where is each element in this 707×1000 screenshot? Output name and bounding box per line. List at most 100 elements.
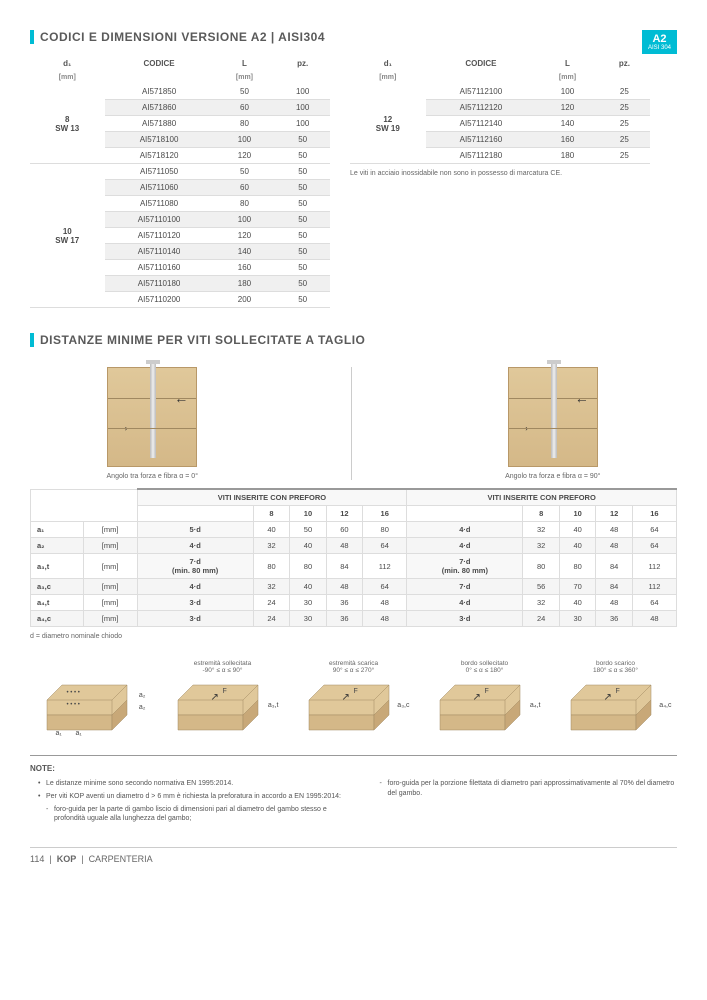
table-footnote: Le viti in acciaio inossidabile non sono…: [350, 170, 650, 177]
illustration: bordo scarico180° ≤ α ≤ 360°↗Fa₄,c: [554, 660, 677, 735]
diameter-header: 8: [523, 506, 559, 522]
table-cell: AI57110100: [105, 212, 214, 228]
illustration: estremità scarica90° ≤ α ≤ 270° ↗Fa₃,c: [292, 660, 415, 735]
value-cell: 40: [253, 522, 289, 538]
table-cell: 50: [214, 84, 276, 100]
unit-header: [105, 71, 214, 84]
table-cell: AI571860: [105, 100, 214, 116]
unit-cell: [mm]: [83, 554, 137, 579]
table-cell: AI57110140: [105, 244, 214, 260]
table-cell: 25: [599, 100, 650, 116]
code-table: d₁CODICELpz.[mm][mm]8SW 13AI57185050100A…: [30, 56, 330, 308]
diagrams-row: ← → Angolo tra forza e fibra α = 0° ← → …: [30, 367, 677, 480]
row-label: a₃,c: [31, 579, 84, 595]
table-cell: AI571850: [105, 84, 214, 100]
formula-cell: 5·d: [137, 522, 253, 538]
section-title-2: DISTANZE MINIME PER VITI SOLLECITATE A T…: [30, 333, 677, 347]
subhead: VITI INSERITE CON PREFORO: [137, 489, 407, 506]
row-label: a₃,t: [31, 554, 84, 579]
table-cell: AI57110200: [105, 292, 214, 308]
note-item: Per viti KOP aventi un diametro d > 6 mm…: [38, 792, 344, 802]
wood-block: ← →: [107, 367, 197, 467]
arrow-icon: ←: [174, 390, 188, 406]
formula-cell: 4·d: [407, 538, 523, 554]
value-cell: 64: [632, 538, 676, 554]
value-cell: 36: [326, 595, 362, 611]
table-cell: AI5711050: [105, 164, 214, 180]
value-cell: 84: [326, 554, 362, 579]
formula-cell: 4·d: [407, 595, 523, 611]
value-cell: 48: [363, 595, 407, 611]
value-cell: 48: [596, 538, 632, 554]
divider: [351, 367, 352, 480]
table-cell: 140: [536, 116, 599, 132]
value-cell: 40: [290, 579, 326, 595]
formula-cell: 7·d(min. 80 mm): [407, 554, 523, 579]
formula-cell: 7·d(min. 80 mm): [137, 554, 253, 579]
table-cell: 50: [275, 292, 330, 308]
footer-section: CARPENTERIA: [89, 854, 153, 864]
table-row: 12SW 19AI5711210010025: [350, 84, 650, 100]
illus-label: estremità sollecitata-90° ≤ α ≤ 90°: [161, 660, 284, 676]
value-cell: 50: [290, 522, 326, 538]
illus-label: bordo sollecitato0° ≤ α ≤ 180°: [423, 660, 546, 676]
title-bar-icon: [30, 30, 34, 44]
formula-cell: 7·d: [407, 579, 523, 595]
illustration: estremità sollecitata-90° ≤ α ≤ 90°↗Fa₃,…: [161, 660, 284, 735]
row-label: a₄,t: [31, 595, 84, 611]
table-row: a₁[mm]5·d405060804·d32404864: [31, 522, 677, 538]
diameter-header: 8: [253, 506, 289, 522]
unit-cell: [mm]: [83, 611, 137, 627]
value-cell: 24: [253, 595, 289, 611]
unit-header: [426, 71, 537, 84]
row-label: a₂: [31, 538, 84, 554]
value-cell: 80: [363, 522, 407, 538]
notes-left: Le distanze minime sono secondo normativ…: [30, 779, 344, 827]
value-cell: 64: [632, 522, 676, 538]
table1-container: d₁CODICELpz.[mm][mm]8SW 13AI57185050100A…: [30, 56, 330, 308]
value-cell: 48: [326, 579, 362, 595]
value-cell: 64: [632, 595, 676, 611]
iso-block-icon: ↗Fa₃,c: [304, 680, 404, 735]
unit-header: [mm]: [214, 71, 276, 84]
diameter-header: 12: [596, 506, 632, 522]
value-cell: 64: [363, 538, 407, 554]
value-cell: 36: [596, 611, 632, 627]
illus-label: estremità scarica90° ≤ α ≤ 270°: [292, 660, 415, 676]
value-cell: 64: [363, 579, 407, 595]
illustration: bordo sollecitato0° ≤ α ≤ 180°↗Fa₄,t: [423, 660, 546, 735]
col-header: CODICE: [426, 56, 537, 71]
table-cell: AI57110180: [105, 276, 214, 292]
value-cell: 32: [523, 538, 559, 554]
table-cell: 100: [214, 132, 276, 148]
row-label: a₁: [31, 522, 84, 538]
wood-block: ← →: [508, 367, 598, 467]
unit-cell: [mm]: [83, 522, 137, 538]
value-cell: 32: [253, 579, 289, 595]
unit-cell: [mm]: [83, 595, 137, 611]
table-cell: 120: [536, 100, 599, 116]
table-cell: AI5711060: [105, 180, 214, 196]
value-cell: 30: [290, 611, 326, 627]
a2-badge: A2 AISI 304: [642, 30, 677, 54]
value-cell: 24: [253, 611, 289, 627]
diameter-header: 10: [559, 506, 595, 522]
arrow-icon: →: [116, 418, 130, 434]
diameter-header: 16: [632, 506, 676, 522]
unit-header: [275, 71, 330, 84]
illus-label: bordo scarico180° ≤ α ≤ 360°: [554, 660, 677, 676]
value-cell: 30: [559, 611, 595, 627]
notes-box: NOTE: Le distanze minime sono secondo no…: [30, 755, 677, 827]
table-cell: 140: [214, 244, 276, 260]
value-cell: 32: [523, 522, 559, 538]
formula-cell: 3·d: [137, 595, 253, 611]
note-item: Le distanze minime sono secondo normativ…: [38, 779, 344, 789]
table-cell: 50: [275, 244, 330, 260]
table-row: a₂[mm]4·d324048644·d32404864: [31, 538, 677, 554]
arrow-icon: →: [517, 418, 531, 434]
diameter-cell: 10SW 17: [30, 164, 105, 308]
table-cell: 80: [214, 116, 276, 132]
table-cell: AI57110160: [105, 260, 214, 276]
value-cell: 30: [290, 595, 326, 611]
illustrations-row: • • • •• • • •a₂a₂a₁a₁estremità sollecit…: [30, 660, 677, 735]
